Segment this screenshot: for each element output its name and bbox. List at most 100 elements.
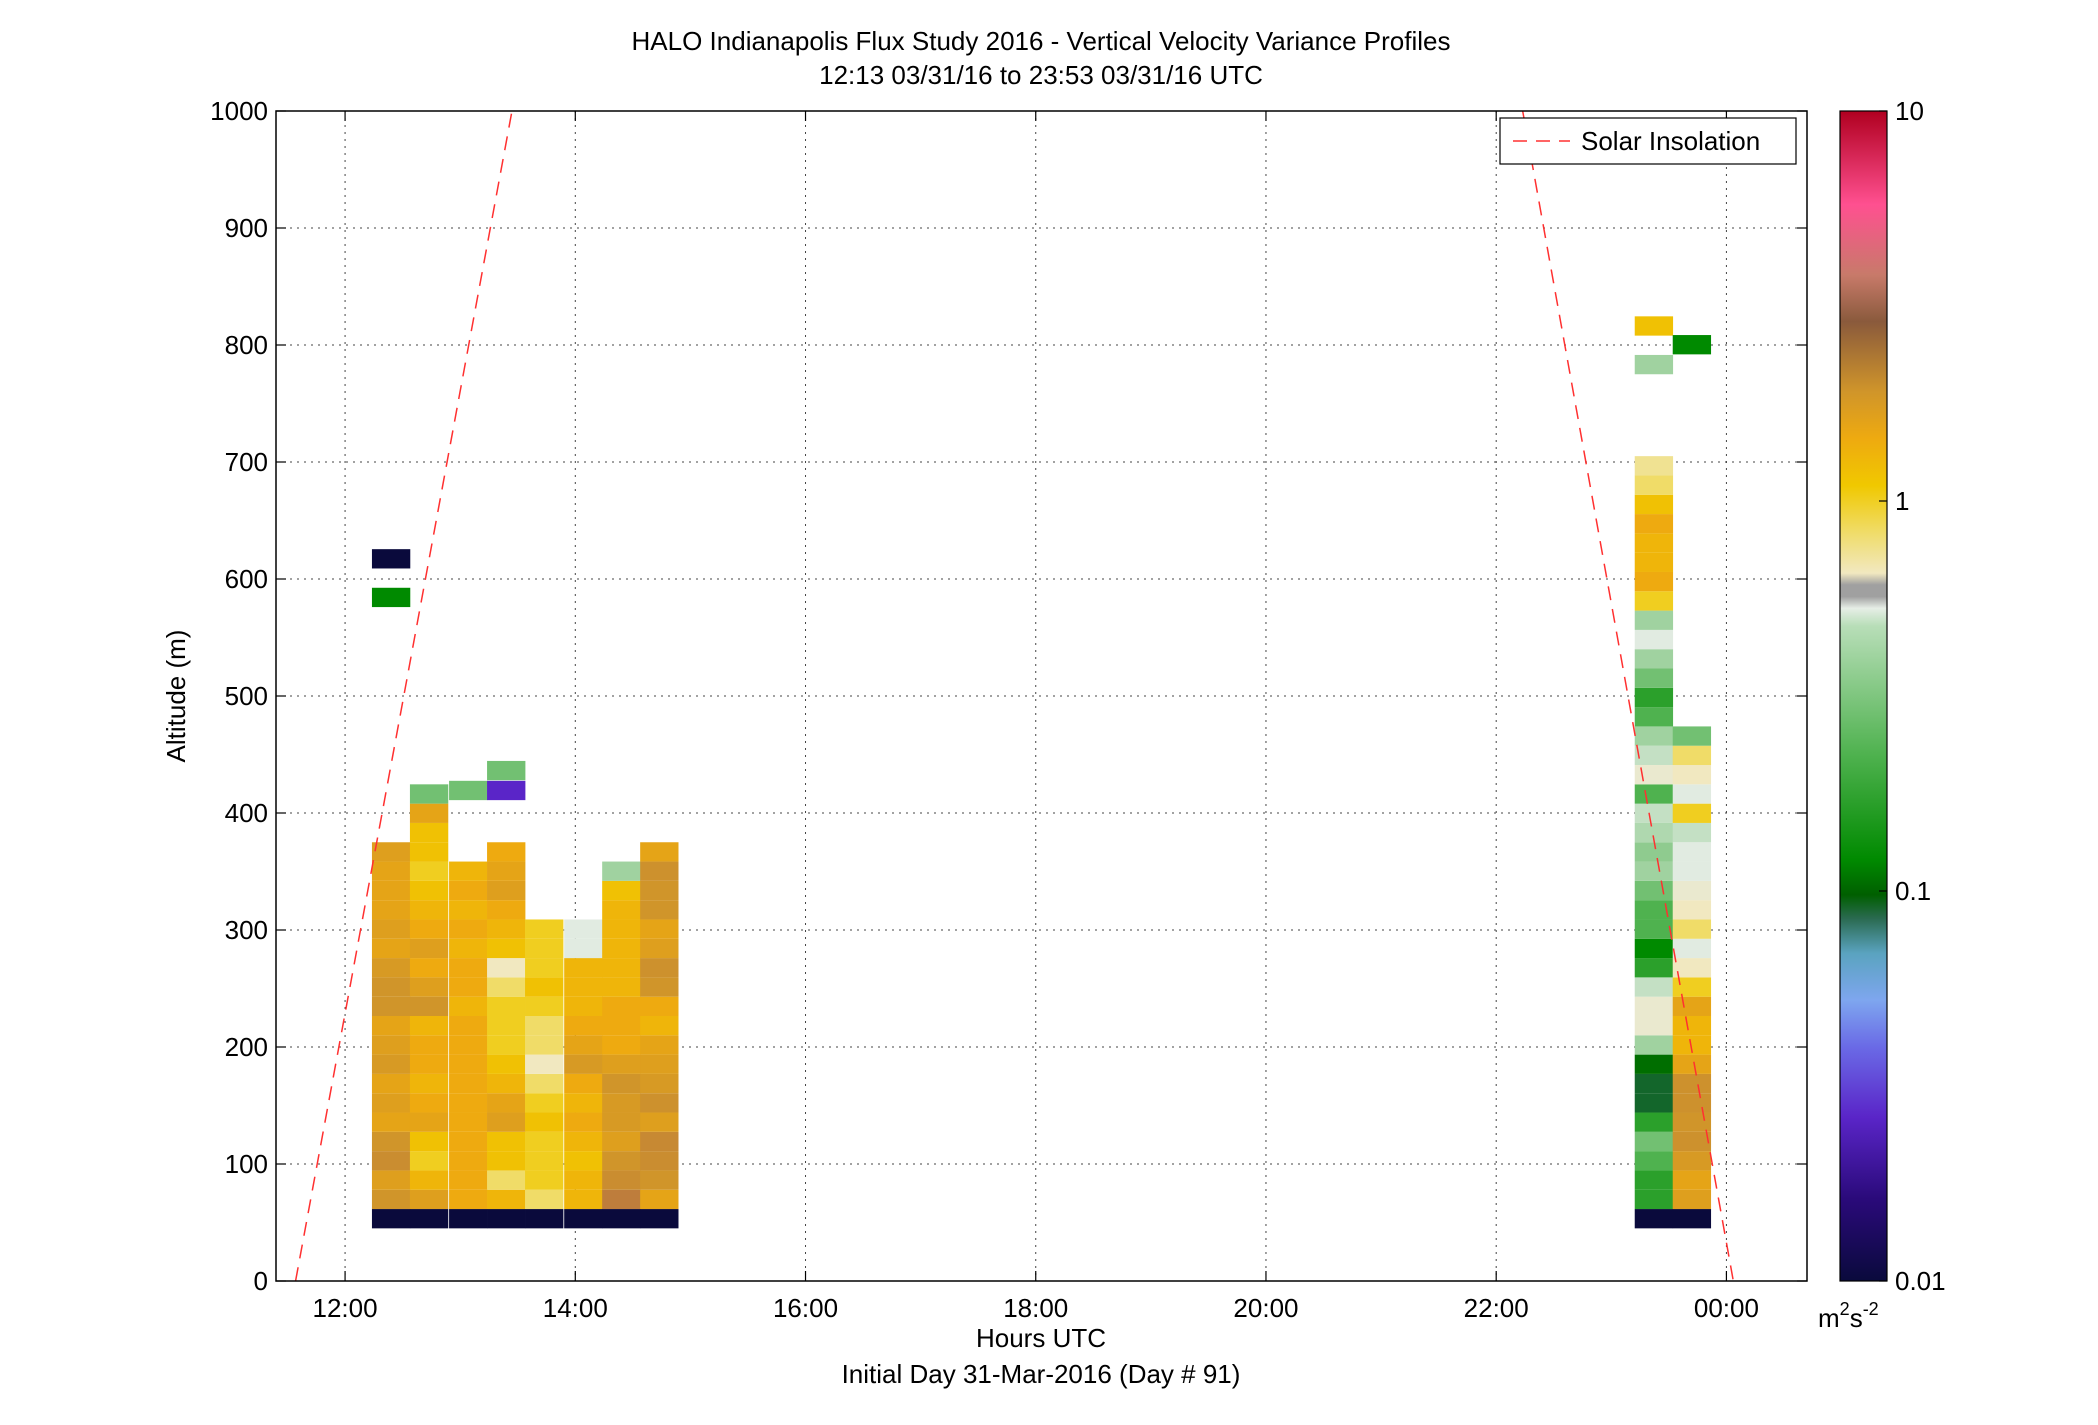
heatmap-cell: [1634, 1112, 1674, 1132]
colorbar-tick-label-2: 0.1: [1895, 876, 1931, 906]
heatmap-cell: [640, 1093, 679, 1113]
heatmap-cell: [487, 1073, 526, 1094]
heatmap-cell: [640, 938, 679, 959]
heatmap-cell: [487, 900, 526, 920]
heatmap-cell: [371, 938, 411, 959]
heatmap-cell: [371, 958, 411, 978]
heatmap-cell: [525, 1035, 564, 1055]
heatmap-cell: [525, 958, 564, 978]
x-tick-label-1: 14:00: [543, 1293, 608, 1323]
heatmap-cell: [487, 1131, 526, 1152]
heatmap-cell: [449, 1112, 488, 1132]
heatmap-cell: [564, 958, 603, 978]
heatmap-cell: [371, 549, 411, 569]
heatmap-cell: [1672, 1170, 1712, 1190]
heatmap-cell: [564, 1093, 603, 1113]
solar-insolation-line-1: [1521, 110, 1735, 1282]
colorbar-unit-sup1: 2: [1840, 1299, 1850, 1319]
heatmap-cell: [487, 1112, 526, 1132]
heatmap-cell: [449, 1073, 488, 1094]
heatmap-cell: [640, 1189, 679, 1210]
heatmap-cell: [640, 842, 679, 862]
heatmap-cell: [409, 1170, 449, 1190]
y-tick-label-2: 200: [225, 1032, 268, 1062]
heatmap-cell: [487, 842, 526, 862]
heatmap-cell: [525, 1093, 564, 1113]
heatmap-cell: [640, 996, 679, 1016]
heatmap-cell: [371, 1209, 411, 1229]
heatmap-cell: [1634, 1170, 1674, 1190]
heatmap-cell: [409, 1054, 449, 1074]
heatmap-cell: [1634, 803, 1674, 823]
heatmap-cell: [371, 900, 411, 920]
heatmap-cell: [1634, 316, 1674, 336]
heatmap-cell: [371, 1112, 411, 1132]
heatmap-cell: [409, 861, 449, 881]
heatmap-cell: [1672, 977, 1712, 997]
heatmap-cell: [1634, 668, 1674, 688]
y-tick-label-3: 300: [225, 915, 268, 945]
y-tick-label-8: 800: [225, 330, 268, 360]
heatmap-cell: [640, 1054, 679, 1074]
heatmap-cell: [1634, 610, 1674, 630]
heatmap-cell: [1672, 919, 1712, 939]
heatmap-cell: [564, 1112, 603, 1132]
heatmap-cell: [409, 1035, 449, 1055]
heatmap-cell: [1634, 1189, 1674, 1210]
heatmap-cell: [525, 1151, 564, 1171]
y-tick-label-10: 1000: [210, 96, 268, 126]
heatmap-cell: [409, 996, 449, 1016]
x-axis-label-day: Initial Day 31-Mar-2016 (Day # 91): [842, 1359, 1241, 1389]
heatmap-cell: [1634, 784, 1674, 804]
heatmap-cell: [564, 1151, 603, 1171]
heatmap-cell: [602, 958, 641, 978]
heatmap-cell: [409, 1189, 449, 1210]
heatmap-cell: [1672, 784, 1712, 804]
heatmap-cell: [449, 1015, 488, 1036]
heatmap-cell: [1672, 803, 1712, 823]
heatmap-cell: [371, 587, 411, 608]
heatmap-cell: [487, 1054, 526, 1074]
heatmap-cell: [449, 900, 488, 920]
heatmap-cell: [602, 1189, 641, 1210]
heatmap-cell: [371, 1073, 411, 1094]
heatmap-cell: [602, 919, 641, 939]
heatmap-cell: [1634, 456, 1674, 476]
heatmap-cell: [564, 1054, 603, 1074]
heatmap-cell: [602, 1112, 641, 1132]
heatmap-cell: [371, 861, 411, 881]
heatmap-cell: [1672, 1151, 1712, 1171]
colorbar-unit-sup2: -2: [1863, 1299, 1879, 1319]
x-tick-label-6: 00:00: [1694, 1293, 1759, 1323]
y-tick-label-5: 500: [225, 681, 268, 711]
heatmap-cell: [602, 861, 641, 881]
heatmap-cell: [487, 1151, 526, 1171]
heatmap-cell: [409, 1015, 449, 1036]
heatmap-cell: [602, 977, 641, 997]
heatmap-cell: [1672, 900, 1712, 920]
heatmap-cell: [371, 1035, 411, 1055]
y-axis-ticks: 0 100 200 300 400 500 600 700 800 900 1000: [210, 96, 1807, 1296]
heatmap-cell: [1634, 1131, 1674, 1152]
heatmap-cell: [409, 1151, 449, 1171]
heatmap-cell: [640, 1015, 679, 1036]
heatmap-cell: [640, 1073, 679, 1094]
heatmap-cell: [409, 784, 449, 804]
heatmap-cell: [449, 996, 488, 1016]
heatmap-cell: [487, 780, 526, 801]
heatmap-cell: [564, 1131, 603, 1152]
heatmap-cell: [1634, 1209, 1674, 1229]
heatmap-cell: [1672, 1073, 1712, 1094]
heatmap-cells: [371, 316, 1712, 1229]
heatmap-cell: [1634, 745, 1674, 766]
heatmap-cell: [371, 1015, 411, 1036]
heatmap-cell: [602, 1054, 641, 1074]
heatmap-cell: [564, 1170, 603, 1190]
y-tick-label-9: 900: [225, 213, 268, 243]
heatmap-cell: [487, 1035, 526, 1055]
heatmap-cell: [564, 1015, 603, 1036]
heatmap-cell: [525, 1170, 564, 1190]
heatmap-cell: [487, 760, 526, 781]
heatmap-cell: [371, 996, 411, 1016]
heatmap-cell: [1634, 822, 1674, 843]
